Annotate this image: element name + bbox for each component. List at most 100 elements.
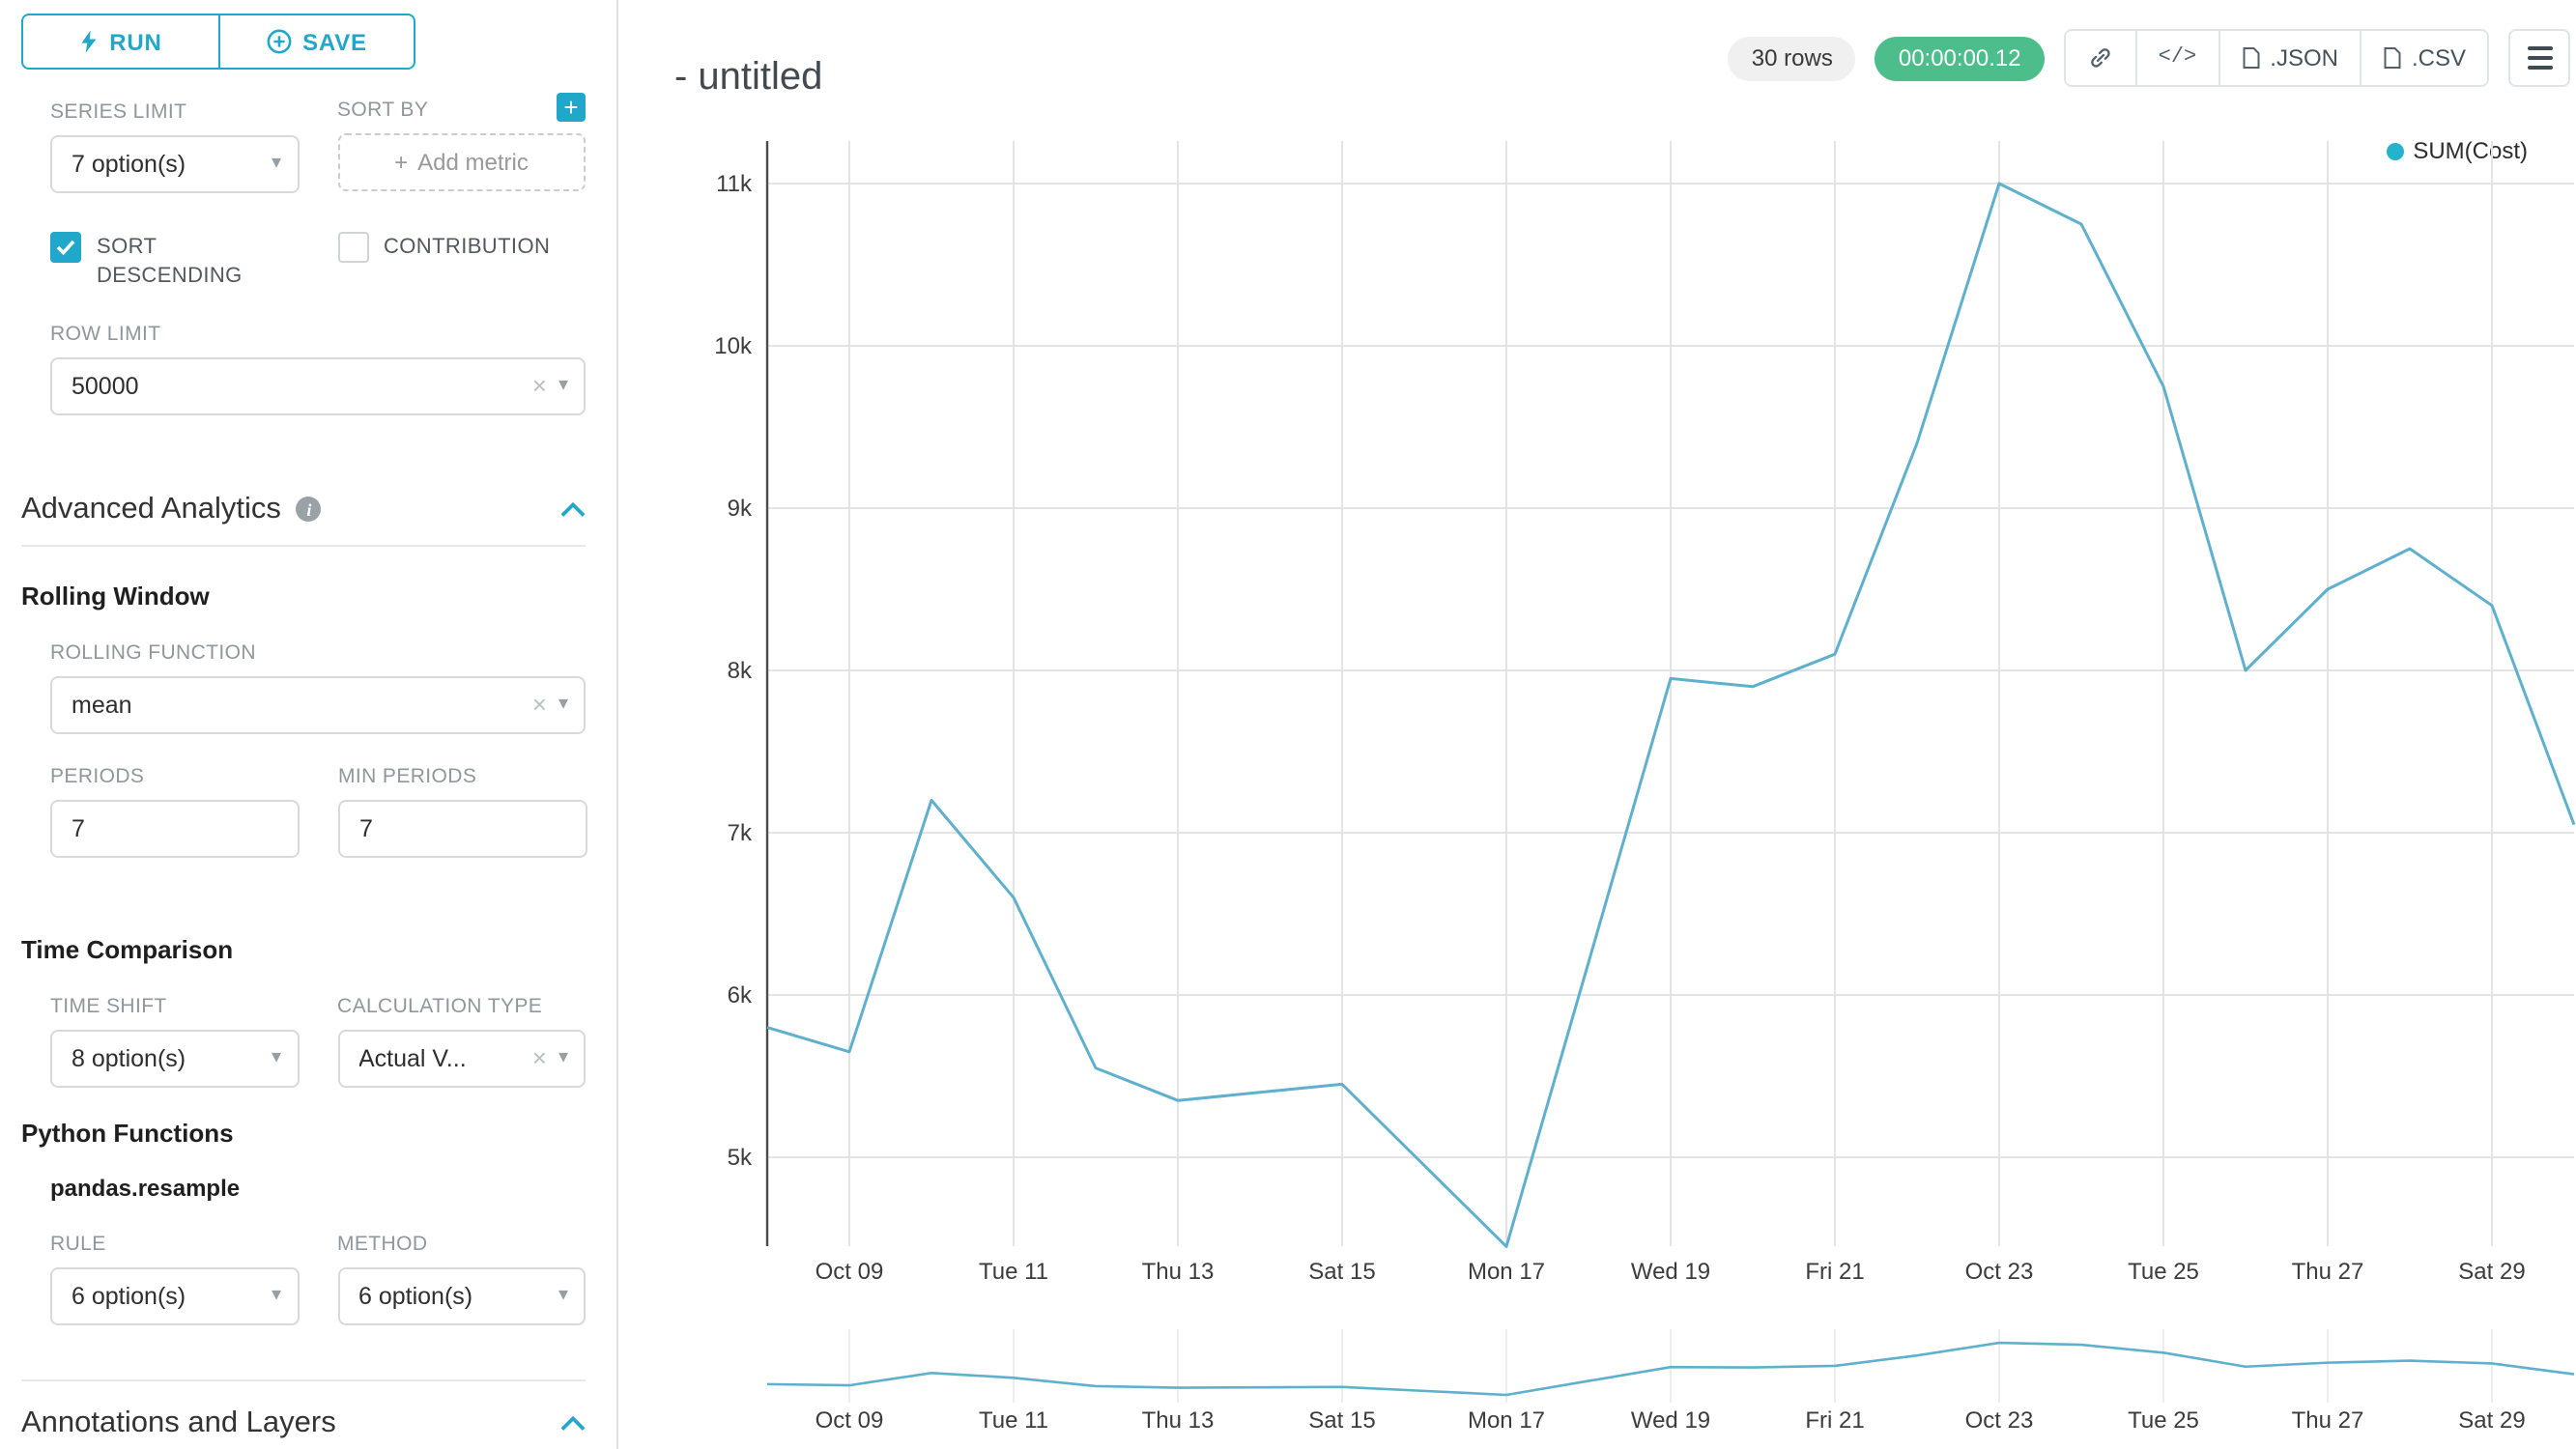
min-periods-input[interactable] [338,799,587,858]
svg-text:Tue 11: Tue 11 [979,1407,1048,1434]
json-label: .JSON [2270,44,2338,71]
svg-text:Thu 27: Thu 27 [2292,1259,2364,1285]
svg-text:Oct 23: Oct 23 [1965,1259,2034,1285]
pandas-resample-label: pandas.resample [50,1174,241,1202]
clear-icon[interactable]: × [531,1043,547,1073]
add-metric-placeholder: Add metric [417,149,529,176]
periods-label: PERIODS [50,764,145,788]
python-functions-title: Python Functions [21,1118,234,1148]
svg-text:Mon 17: Mon 17 [1468,1259,1545,1285]
chevron-up-icon[interactable] [560,1415,586,1431]
legend-dot [2386,142,2404,159]
svg-text:Sat 15: Sat 15 [1308,1407,1375,1434]
menu-button[interactable] [2508,29,2570,87]
rule-value: 6 option(s) [72,1282,186,1310]
chevron-down-icon: ▾ [558,374,568,396]
contribution-label: CONTRIBUTION [384,236,551,259]
export-json-button[interactable]: .JSON [2219,31,2361,85]
add-sort-metric-button[interactable]: + [557,93,586,122]
rolling-function-value: mean [72,691,132,719]
sort-by-add-metric[interactable]: + Add metric [337,133,586,191]
chart-header-actions: 30 rows 00:00:00.12 </> .JSON .CSV [1728,29,2570,87]
series-limit-label: SERIES LIMIT [50,100,187,124]
svg-text:Thu 27: Thu 27 [2292,1407,2364,1434]
row-limit-value: 50000 [72,372,139,400]
info-icon: i [296,497,322,523]
save-button[interactable]: SAVE [217,14,415,70]
run-save-group: RUN SAVE [21,14,415,70]
hamburger-icon [2527,46,2552,50]
time-shift-select[interactable]: 8 option(s) ▾ [50,1029,299,1088]
plus-icon: + [394,149,409,176]
row-limit-label: ROW LIMIT [50,322,161,346]
control-panel: RUN SAVE SERIES LIMIT 7 option(s) ▾ SORT… [0,0,618,1449]
sort-descending-checkbox[interactable]: SORT DESCENDING [50,232,299,291]
series-limit-value: 7 option(s) [72,151,186,178]
row-limit-row: ROW LIMIT 50000 × ▾ [50,291,586,415]
contribution-checkbox[interactable]: CONTRIBUTION [337,232,586,291]
resample-row: RULE 6 option(s) ▾ METHOD 6 option(s) ▾ [50,1201,586,1325]
calculation-type-value: Actual V... [358,1044,467,1072]
method-label: METHOD [337,1232,428,1256]
checkbox-unchecked-icon [337,232,368,263]
view-query-button[interactable]: </> [2136,31,2220,85]
limits-row: SERIES LIMIT 7 option(s) ▾ SORT BY + + A… [50,70,586,193]
run-button[interactable]: RUN [21,14,219,70]
export-csv-button[interactable]: .CSV [2361,31,2487,85]
clear-icon[interactable]: × [531,690,547,720]
row-limit-select[interactable]: 50000 × ▾ [50,356,586,415]
svg-text:11k: 11k [716,171,753,197]
svg-text:Fri 21: Fri 21 [1805,1259,1864,1285]
checkbox-checked-icon [50,232,81,263]
advanced-analytics-title: Advanced Analytics [21,492,281,526]
chevron-up-icon[interactable] [560,501,586,517]
svg-text:Wed 19: Wed 19 [1631,1259,1710,1285]
svg-text:Oct 09: Oct 09 [816,1259,884,1285]
file-json-icon [2242,47,2259,69]
timer-badge: 00:00:00.12 [1875,36,2045,80]
svg-text:Tue 25: Tue 25 [2128,1407,2199,1434]
bolt-icon [80,30,96,53]
svg-text:Sat 29: Sat 29 [2458,1407,2525,1434]
chart-legend[interactable]: SUM(Cost) [2386,137,2528,164]
svg-text:8k: 8k [728,658,753,684]
link-icon [2090,48,2110,68]
svg-text:Fri 21: Fri 21 [1805,1407,1864,1434]
checkbox-row: SORT DESCENDING CONTRIBUTION [50,232,586,291]
clear-icon[interactable]: × [531,371,547,401]
annotations-header[interactable]: Annotations and Layers [21,1378,586,1440]
save-label: SAVE [302,28,367,55]
svg-text:Tue 11: Tue 11 [979,1259,1048,1285]
svg-text:Oct 23: Oct 23 [1965,1407,2034,1434]
svg-text:Mon 17: Mon 17 [1468,1407,1545,1434]
rule-select[interactable]: 6 option(s) ▾ [50,1266,299,1325]
periods-input[interactable] [50,799,300,858]
chevron-down-icon: ▾ [558,1284,568,1306]
svg-text:Sat 29: Sat 29 [2458,1259,2525,1285]
code-icon: </> [2158,46,2197,70]
series-limit-select[interactable]: 7 option(s) ▾ [50,135,299,193]
calculation-type-label: CALCULATION TYPE [337,994,543,1018]
advanced-analytics-header[interactable]: Advanced Analytics i [21,492,586,547]
copy-link-button[interactable] [2065,31,2137,85]
rolling-function-select[interactable]: mean × ▾ [50,675,586,734]
chart-svg[interactable]: 5k 6k 7k 8k 9k 10k 11k Oct 09 Oct 09 Tue 11 Tue 11… [618,97,2576,1449]
rolling-window-title: Rolling Window [21,581,210,611]
time-comparison-row: TIME SHIFT 8 option(s) ▾ CALCULATION TYP… [50,963,586,1088]
method-select[interactable]: 6 option(s) ▾ [337,1266,586,1325]
time-shift-label: TIME SHIFT [50,994,167,1018]
method-value: 6 option(s) [358,1282,473,1310]
min-periods-label: MIN PERIODS [338,764,477,788]
annotations-title: Annotations and Layers [21,1406,336,1439]
chevron-down-icon: ▾ [271,1284,281,1306]
rule-label: RULE [50,1232,106,1256]
calculation-type-select[interactable]: Actual V... × ▾ [337,1029,586,1088]
svg-text:6k: 6k [728,982,753,1009]
file-csv-icon [2384,47,2401,69]
time-comparison-title: Time Comparison [21,934,234,964]
svg-text:Oct 09: Oct 09 [816,1407,884,1434]
export-button-group: </> .JSON .CSV [2063,29,2489,87]
csv-label: .CSV [2411,44,2466,71]
sort-by-label: SORT BY [337,99,429,122]
